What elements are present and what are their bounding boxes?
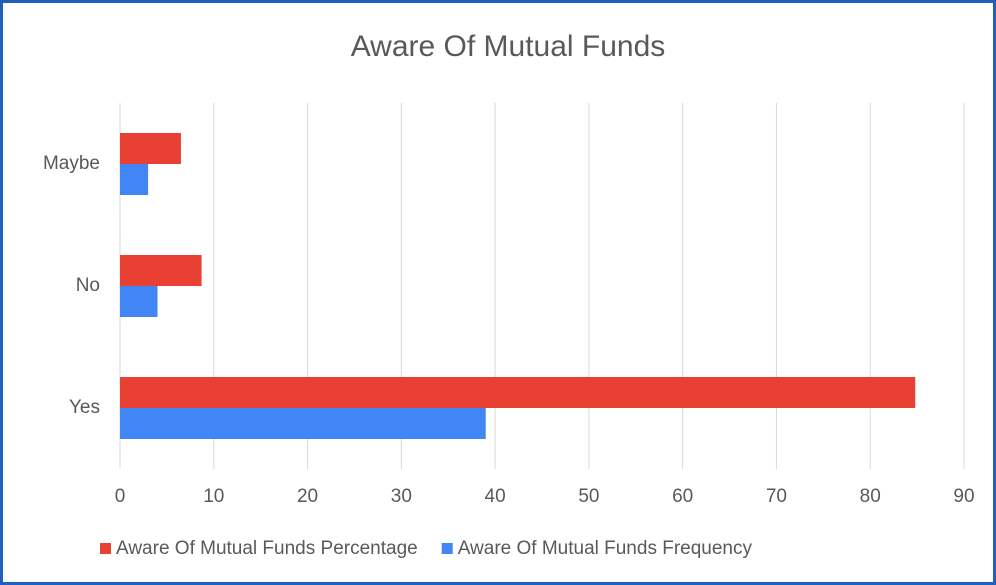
bar: [120, 286, 158, 317]
y-tick-label: Yes: [69, 397, 100, 418]
x-tick-label: 20: [297, 486, 318, 507]
legend-swatch: [441, 543, 453, 554]
chart-title: Aware Of Mutual Funds: [351, 30, 666, 63]
bar: [120, 408, 486, 439]
x-tick-label: 70: [766, 486, 787, 507]
x-tick-label: 30: [391, 486, 412, 507]
bar: [120, 255, 202, 286]
x-tick-label: 10: [203, 486, 224, 507]
y-tick-label: Maybe: [43, 153, 100, 174]
x-tick-label: 60: [672, 486, 693, 507]
bar: [120, 133, 181, 164]
x-tick-label: 80: [860, 486, 881, 507]
bar: [120, 164, 149, 195]
legend-label: Aware Of Mutual Funds Frequency: [458, 538, 753, 559]
legend-swatch: [100, 543, 111, 554]
legend-label: Aware Of Mutual Funds Percentage: [116, 538, 418, 559]
x-tick-label: 50: [578, 486, 599, 507]
x-tick-label: 90: [953, 486, 974, 507]
x-tick-label: 0: [115, 486, 126, 507]
x-tick-label: 40: [485, 486, 506, 507]
y-tick-label: No: [76, 275, 100, 296]
bar: [120, 377, 916, 408]
